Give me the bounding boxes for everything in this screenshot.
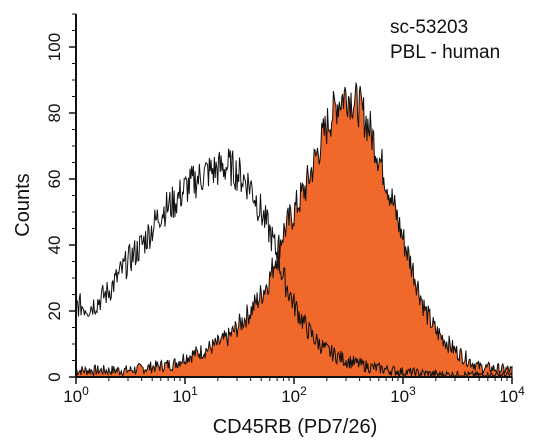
filled-histogram-series	[75, 82, 513, 378]
y-tick-label: 60	[45, 170, 64, 189]
x-tick-label: 103	[390, 384, 416, 406]
x-tick-label: 101	[172, 384, 198, 406]
plot-area	[75, 82, 513, 378]
x-tick-label: 100	[63, 384, 89, 406]
y-tick-label: 80	[45, 104, 64, 123]
y-tick-label: 0	[45, 372, 64, 381]
x-axis-title: CD45RB (PD7/26)	[213, 416, 378, 438]
axes: 0 20 40 60 80 100 100 101 102 103 104	[45, 13, 525, 406]
y-tick-label: 20	[45, 302, 64, 321]
x-tick-label: 104	[499, 384, 525, 406]
x-tick-label: 102	[281, 384, 307, 406]
y-tick-label: 100	[45, 33, 64, 61]
annotation-catalog-number: sc-53203	[390, 17, 468, 38]
annotation-sample: PBL - human	[390, 42, 500, 63]
y-tick-label: 40	[45, 236, 64, 255]
outline-histogram-series	[75, 148, 513, 378]
y-axis-title: Counts	[12, 173, 34, 236]
